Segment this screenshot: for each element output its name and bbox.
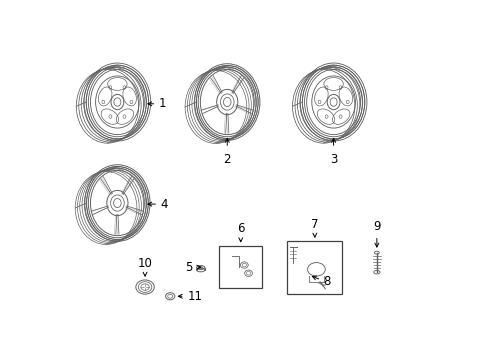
Text: 5: 5 bbox=[186, 261, 193, 274]
Text: 3: 3 bbox=[330, 153, 337, 166]
Text: 10: 10 bbox=[138, 257, 152, 270]
Text: 11: 11 bbox=[187, 290, 202, 303]
Text: 1: 1 bbox=[159, 97, 166, 110]
Text: 9: 9 bbox=[373, 220, 381, 233]
Text: 6: 6 bbox=[237, 222, 245, 235]
Text: 7: 7 bbox=[311, 218, 318, 231]
Text: 2: 2 bbox=[223, 153, 231, 166]
Text: 4: 4 bbox=[160, 198, 168, 211]
Bar bbox=[287, 241, 343, 294]
Bar bbox=[220, 246, 262, 288]
Text: 8: 8 bbox=[324, 275, 331, 288]
